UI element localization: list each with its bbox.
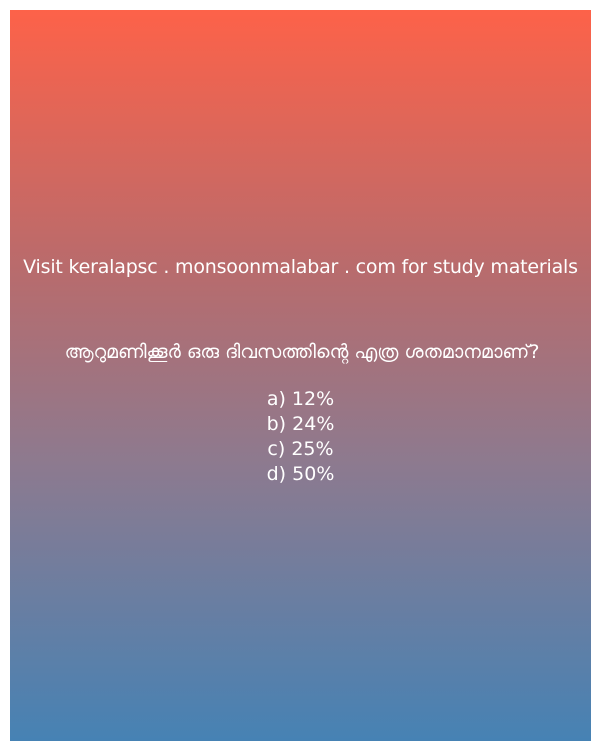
quiz-card: Visit keralapsc . monsoonmalabar . com f… (10, 10, 591, 741)
options-list: a) 12% b) 24% c) 25% d) 50% (10, 387, 591, 487)
option-d: d) 50% (266, 463, 335, 485)
option-c: c) 25% (267, 438, 334, 460)
question-text: ആറുമണിക്കൂർ ഒരു ദിവസത്തിന്റെ എത്ര ശതമാനമ… (64, 341, 540, 363)
option-b: b) 24% (266, 413, 335, 435)
promo-text: Visit keralapsc . monsoonmalabar . com f… (23, 256, 578, 278)
option-a: a) 12% (266, 388, 335, 410)
